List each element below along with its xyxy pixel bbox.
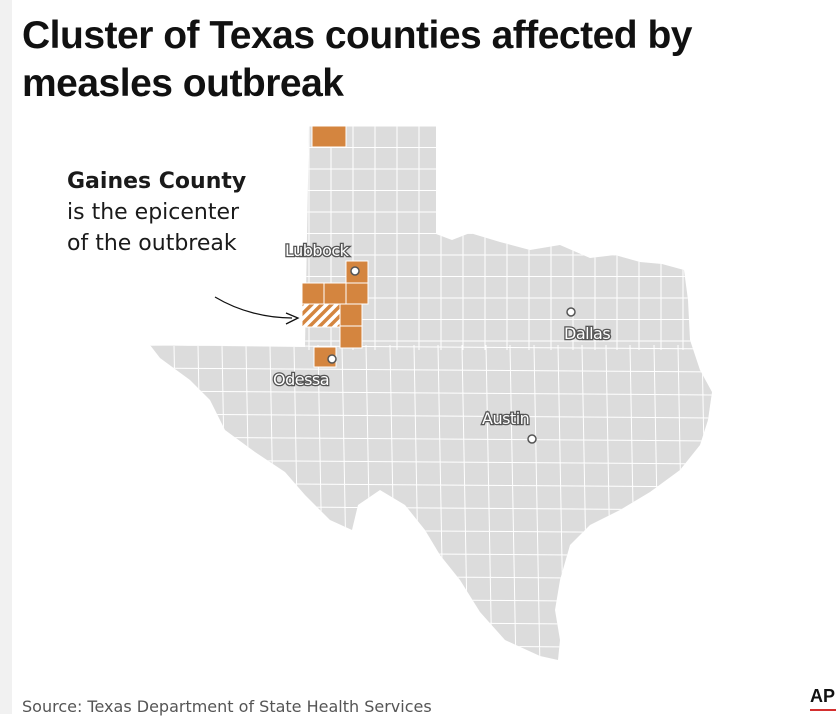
affected-county-dawson <box>339 303 363 327</box>
city-dot-austin <box>527 434 537 444</box>
annotation-arrowhead <box>285 312 300 325</box>
left-frame-strip <box>0 0 12 714</box>
ap-credit: AP <box>810 686 836 711</box>
affected-county-lynn <box>345 282 369 305</box>
annotation-arrow <box>214 296 293 319</box>
texas-map: Lubbock Dallas Odessa Austin <box>150 125 712 660</box>
city-dot-dallas <box>566 307 576 317</box>
gaines-annotation: Gaines County is the epicenter of the ou… <box>67 166 267 259</box>
annotation-text: is the epicenter of the outbreak <box>67 200 240 256</box>
city-dot-odessa <box>327 354 337 364</box>
city-markers <box>327 266 576 444</box>
city-dot-lubbock <box>350 266 360 276</box>
city-label-lubbock: Lubbock <box>285 241 350 260</box>
source-line: Source: Texas Department of State Health… <box>22 697 432 716</box>
affected-county-terry <box>301 282 325 305</box>
map-title: Cluster of Texas counties affected by me… <box>22 14 692 105</box>
affected-county-gaines <box>301 303 341 328</box>
annotation-bold: Gaines County <box>67 169 247 194</box>
city-labels: Lubbock Dallas Odessa Austin <box>272 240 612 430</box>
city-label-odessa: Odessa <box>273 370 329 389</box>
city-label-dallas: Dallas <box>564 324 610 343</box>
affected-county-martin <box>339 325 363 349</box>
affected-county-dallam <box>311 125 347 148</box>
city-label-austin: Austin <box>482 409 529 428</box>
affected-county-lynn-west <box>323 282 347 305</box>
